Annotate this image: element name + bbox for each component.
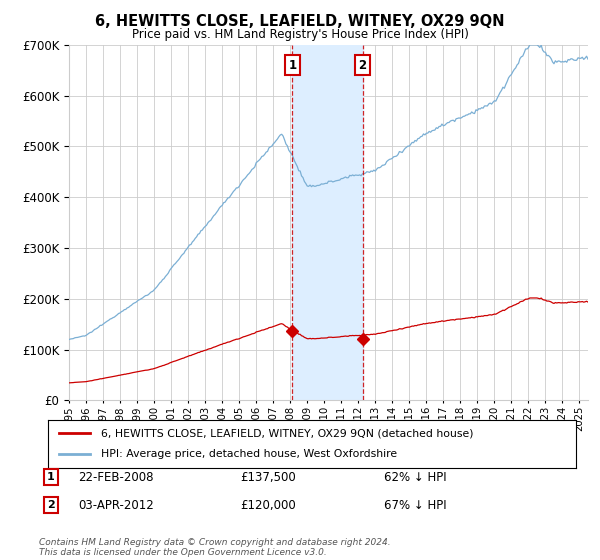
Text: Contains HM Land Registry data © Crown copyright and database right 2024.
This d: Contains HM Land Registry data © Crown c… [39,538,391,557]
Text: 6, HEWITTS CLOSE, LEAFIELD, WITNEY, OX29 9QN (detached house): 6, HEWITTS CLOSE, LEAFIELD, WITNEY, OX29… [101,428,473,438]
Text: 1: 1 [289,59,296,72]
Text: 03-APR-2012: 03-APR-2012 [78,498,154,512]
Text: £120,000: £120,000 [240,498,296,512]
Text: 2: 2 [358,59,367,72]
Bar [292,45,362,400]
Text: 62% ↓ HPI: 62% ↓ HPI [384,470,446,484]
Text: HPI: Average price, detached house, West Oxfordshire: HPI: Average price, detached house, West… [101,449,397,459]
Text: 1: 1 [47,472,55,482]
Text: 22-FEB-2008: 22-FEB-2008 [78,470,154,484]
Text: 6, HEWITTS CLOSE, LEAFIELD, WITNEY, OX29 9QN: 6, HEWITTS CLOSE, LEAFIELD, WITNEY, OX29… [95,14,505,29]
Text: 2: 2 [47,500,55,510]
Text: 67% ↓ HPI: 67% ↓ HPI [384,498,446,512]
Text: Price paid vs. HM Land Registry's House Price Index (HPI): Price paid vs. HM Land Registry's House … [131,28,469,41]
Text: £137,500: £137,500 [240,470,296,484]
